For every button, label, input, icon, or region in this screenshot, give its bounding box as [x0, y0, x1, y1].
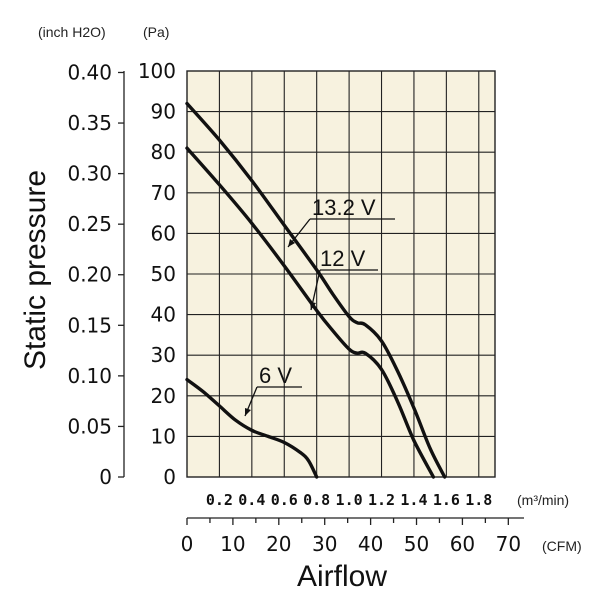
series-line-6-v — [185, 377, 319, 479]
x-top-unit-label: (m³/min) — [517, 492, 569, 508]
pa-tick-label: 50 — [151, 262, 176, 286]
series-curves — [185, 101, 447, 479]
inch-tick-label: 0.20 — [67, 263, 112, 287]
pa-tick-label: 30 — [151, 343, 176, 367]
pa-tick-label: 60 — [151, 221, 176, 245]
series-line-12-v — [185, 146, 436, 479]
inch-tick-label: 0.40 — [67, 60, 112, 84]
m3min-tick-label: 0.4 — [238, 491, 265, 509]
series-label-12v-text: 12 V — [320, 246, 366, 271]
pa-tick-label: 80 — [151, 140, 176, 164]
m3min-tick-label: 0.6 — [271, 491, 298, 509]
inch-tick-label: 0.30 — [67, 162, 112, 186]
cfm-axis-labels: 0 10 20 30 40 50 60 70 — [181, 532, 521, 556]
pa-tick-label: 10 — [151, 424, 176, 448]
y-left-unit-label: (inch H2O) — [38, 24, 106, 40]
inch-tick-label: 0.25 — [67, 212, 112, 236]
series-label-6v: 6 V — [244, 363, 302, 417]
pa-tick-label: 100 — [138, 59, 176, 83]
m3min-tick-label: 0.2 — [206, 491, 233, 509]
series-label-13v: 13.2 V — [287, 195, 395, 248]
plot-frame — [186, 70, 496, 478]
cfm-axis-ticks — [186, 518, 509, 525]
pa-tick-label: 40 — [151, 303, 176, 327]
x-axis-title: Airflow — [297, 560, 387, 593]
inch-tick-label: 0.15 — [67, 313, 112, 337]
pa-tick-label: 90 — [151, 100, 176, 124]
inch-tick-label: 0.35 — [67, 111, 112, 135]
inch-tick-label: 0.10 — [67, 364, 112, 388]
x-bottom-unit-label: (CFM) — [542, 538, 582, 554]
cfm-tick-label: 60 — [450, 532, 475, 556]
y-right-unit-label: (Pa) — [143, 24, 169, 40]
m3min-tick-label: 1.0 — [336, 491, 363, 509]
series-label-13v-text: 13.2 V — [312, 195, 376, 220]
m3min-tick-label: 0.8 — [303, 491, 330, 509]
pa-tick-label: 0 — [163, 465, 176, 489]
cfm-tick-label: 50 — [404, 532, 429, 556]
m3min-tick-label: 1.6 — [433, 491, 460, 509]
series-line-13-2-v — [185, 101, 447, 479]
y-axis-title: Static pressure — [19, 170, 52, 370]
cfm-tick-label: 0 — [181, 532, 194, 556]
inch-tick-label: 0.05 — [67, 414, 112, 438]
cfm-tick-label: 10 — [220, 532, 245, 556]
m3min-tick-label: 1.8 — [465, 491, 492, 509]
series-label-12v: 12 V — [310, 246, 378, 311]
pa-tick-label: 70 — [151, 181, 176, 205]
m3min-axis-labels: 0.2 0.4 0.6 0.8 1.0 1.2 1.4 1.6 1.8 — [206, 491, 492, 509]
inch-tick-label: 0 — [99, 465, 112, 489]
m3min-tick-label: 1.4 — [400, 491, 427, 509]
pa-axis-labels: 0 10 20 30 40 50 60 70 80 90 100 — [138, 59, 176, 489]
cfm-tick-label: 20 — [266, 532, 291, 556]
pa-tick-label: 20 — [151, 384, 176, 408]
cfm-tick-label: 70 — [496, 532, 521, 556]
left-axis-ticks: 0 0.05 0.10 0.15 0.20 0.25 0.30 0.35 0.40 — [67, 60, 124, 489]
series-label-6v-text: 6 V — [259, 363, 292, 388]
cfm-tick-label: 30 — [312, 532, 337, 556]
m3min-tick-label: 1.2 — [368, 491, 395, 509]
cfm-tick-label: 40 — [358, 532, 383, 556]
